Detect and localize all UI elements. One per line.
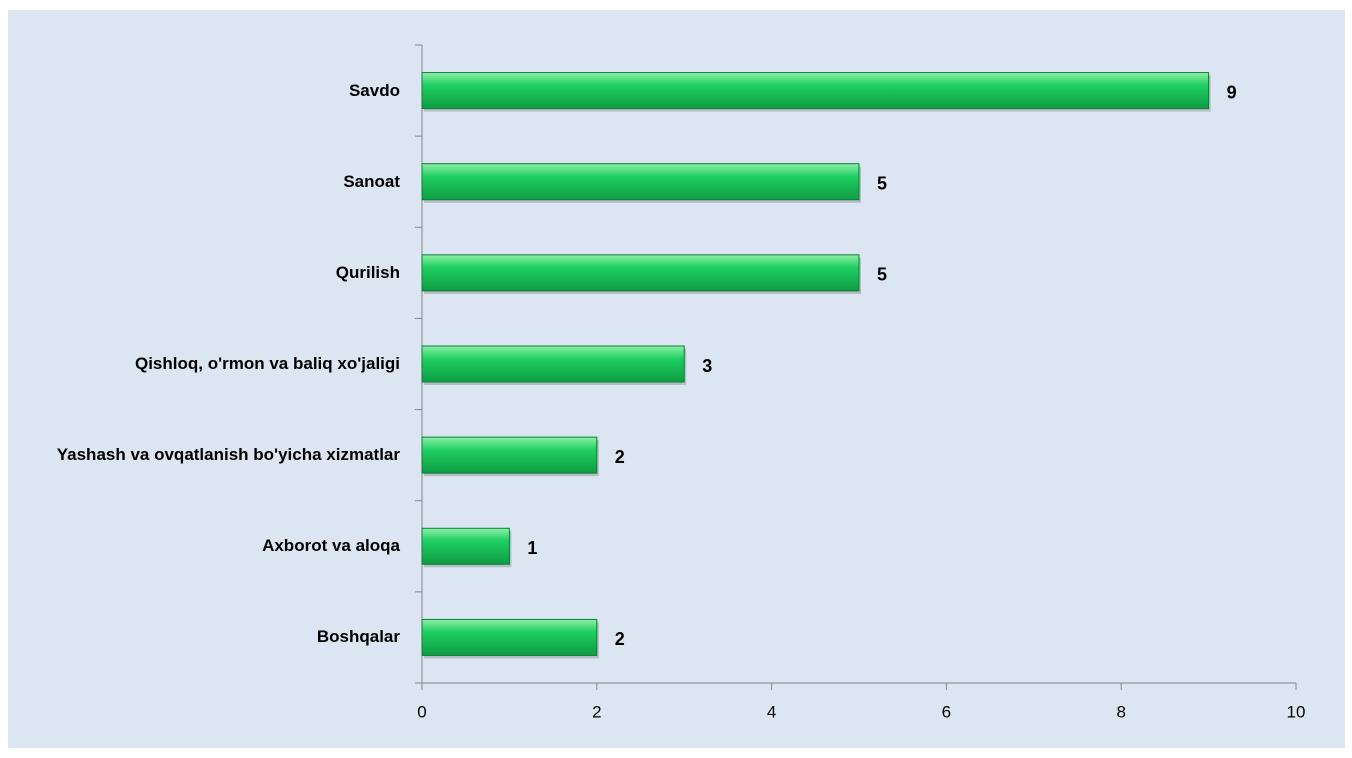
bar <box>421 254 860 292</box>
bar <box>421 618 598 656</box>
y-tick-label: Qurilish <box>335 262 400 282</box>
y-tick-label: Boshqalar <box>316 627 400 647</box>
category-label-box: Sanoat <box>30 166 400 198</box>
y-tick-label: Yashash va ovqatlanish bo'yicha xizmatla… <box>56 445 400 465</box>
data-label: 1 <box>527 538 537 558</box>
x-tick-label: 2 <box>592 702 601 721</box>
data-label: 2 <box>615 629 625 649</box>
y-tick-label: Sanoat <box>343 171 400 191</box>
bar <box>421 436 598 474</box>
category-label-box: Qurilish <box>30 257 400 289</box>
category-label-box: Savdo <box>30 75 400 107</box>
x-tick-label: 10 <box>1287 702 1306 721</box>
data-label: 9 <box>1227 82 1237 102</box>
category-label-box: Yashash va ovqatlanish bo'yicha xizmatla… <box>30 439 400 471</box>
y-tick-label: Axborot va aloqa <box>262 536 400 556</box>
bar <box>421 72 1210 110</box>
category-label-box: Boshqalar <box>30 621 400 653</box>
category-label-box: Axborot va aloqa <box>30 530 400 562</box>
data-label: 5 <box>877 173 887 193</box>
category-label-box: Qishloq, o'rmon va baliq xo'jaligi <box>30 348 400 380</box>
bar <box>421 345 685 383</box>
x-tick-label: 4 <box>767 702 776 721</box>
y-tick-label: Qishloq, o'rmon va baliq xo'jaligi <box>134 354 400 373</box>
bar <box>421 527 510 565</box>
x-tick-label: 6 <box>942 702 951 721</box>
data-label: 5 <box>877 265 887 285</box>
bar <box>421 163 860 201</box>
x-tick-label: 8 <box>1116 702 1125 721</box>
data-label: 3 <box>702 356 712 376</box>
data-label: 2 <box>615 447 625 467</box>
y-tick-label: Savdo <box>348 80 400 100</box>
x-tick-label: 0 <box>417 702 426 721</box>
